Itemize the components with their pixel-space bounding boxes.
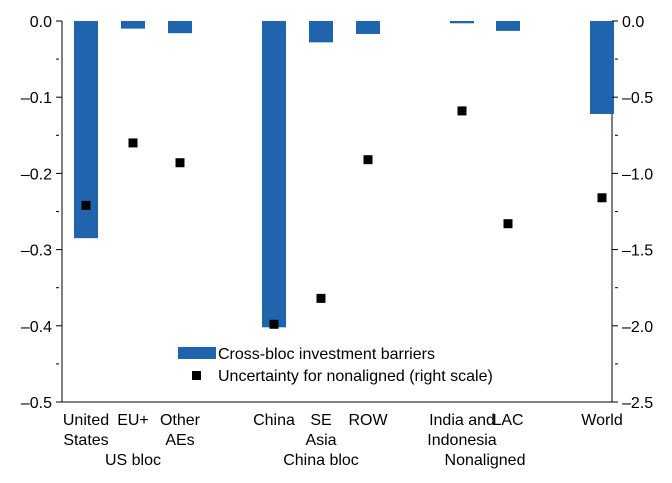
scatter-point bbox=[363, 155, 373, 165]
scatter-point bbox=[175, 158, 185, 168]
scatter-point bbox=[457, 106, 467, 116]
group-label: China bloc bbox=[283, 452, 359, 469]
x-tick-label: ROW bbox=[348, 412, 388, 429]
bar bbox=[590, 21, 614, 114]
x-tick-label: Other bbox=[160, 412, 201, 429]
bar bbox=[262, 21, 286, 328]
scatter-point bbox=[81, 200, 91, 210]
x-tick-label: India and bbox=[429, 412, 495, 429]
x-tick-label: EU+ bbox=[117, 412, 149, 429]
left-y-axis: 0.0 –0.1 –0.2 –0.3 –0.4 –0.5 bbox=[21, 14, 62, 412]
group-labels: US bloc China bloc Nonaligned bbox=[105, 452, 525, 469]
left-tick-label: –0.5 bbox=[21, 395, 52, 412]
left-tick-label: –0.4 bbox=[21, 319, 52, 336]
bar bbox=[450, 21, 474, 24]
plot-area bbox=[61, 21, 613, 403]
legend-label-points: Uncertainty for nonaligned (right scale) bbox=[218, 368, 493, 385]
scatter-point bbox=[128, 138, 138, 148]
left-tick-label: –0.2 bbox=[21, 166, 52, 183]
bar bbox=[309, 21, 333, 43]
x-tick-label: SE bbox=[310, 412, 331, 429]
x-tick-label: China bbox=[253, 412, 295, 429]
legend-label-bars: Cross-bloc investment barriers bbox=[218, 346, 435, 363]
right-tick-label: 0.0 bbox=[622, 14, 644, 31]
left-tick-label: –0.3 bbox=[21, 243, 52, 260]
right-tick-label: –0.5 bbox=[622, 90, 653, 107]
right-y-axis: 0.0 –0.5 –1.0 –1.5 –2.0 –2.5 bbox=[612, 14, 653, 412]
right-tick-label: –1.0 bbox=[622, 166, 653, 183]
x-tick-label: World bbox=[581, 412, 623, 429]
bar-series bbox=[74, 21, 614, 328]
bar bbox=[496, 21, 520, 31]
right-tick-label: –2.5 bbox=[622, 395, 653, 412]
right-tick-label: –2.0 bbox=[622, 319, 653, 336]
x-tick-label: States bbox=[63, 432, 108, 449]
bar bbox=[356, 21, 380, 34]
x-tick-label: United bbox=[63, 412, 109, 429]
legend: Cross-bloc investment barriers Uncertain… bbox=[178, 346, 493, 385]
scatter-point bbox=[316, 293, 326, 303]
bar bbox=[121, 21, 145, 29]
legend-swatch-points bbox=[192, 371, 201, 380]
x-tick-label: LAC bbox=[492, 412, 523, 429]
scatter-point bbox=[269, 319, 279, 329]
group-label: Nonaligned bbox=[445, 452, 526, 469]
scatter-point bbox=[503, 219, 513, 229]
group-label: US bloc bbox=[105, 452, 161, 469]
legend-swatch-bars bbox=[178, 347, 216, 359]
right-tick-label: –1.5 bbox=[622, 243, 653, 260]
left-tick-label: 0.0 bbox=[30, 14, 52, 31]
x-tick-label: Asia bbox=[305, 432, 336, 449]
scatter-series bbox=[81, 106, 607, 329]
left-tick-label: –0.1 bbox=[21, 90, 52, 107]
x-axis-labels: United States EU+ Other AEs China SE Asia ROW Ind… bbox=[63, 412, 623, 449]
x-tick-label: AEs bbox=[165, 432, 194, 449]
bar bbox=[168, 21, 192, 34]
x-tick-label: Indonesia bbox=[427, 432, 496, 449]
scatter-point bbox=[597, 193, 607, 203]
